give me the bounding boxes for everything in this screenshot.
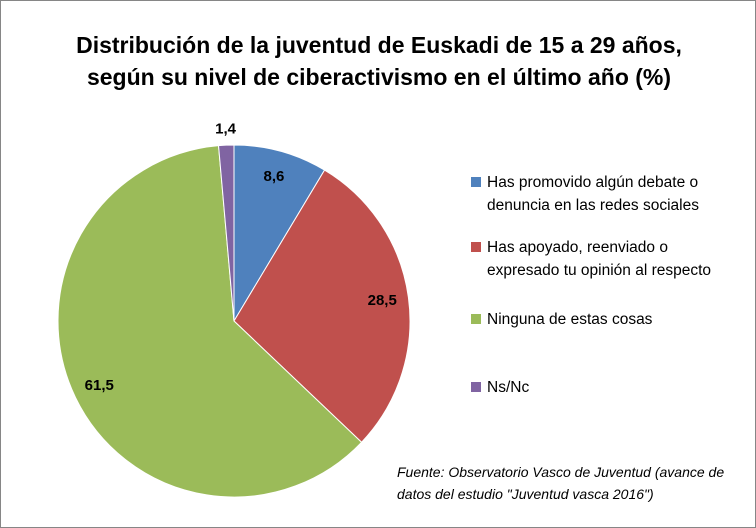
- data-label: 61,5: [85, 377, 114, 394]
- data-label: 1,4: [215, 120, 237, 137]
- data-label: 28,5: [368, 292, 397, 309]
- legend-swatch: [471, 314, 481, 324]
- legend-label: Has apoyado, reenviado o expresado tu op…: [487, 239, 712, 279]
- data-label: 8,6: [263, 168, 284, 185]
- legend-label: Ninguna de estas cosas: [487, 311, 653, 328]
- chart-title: Distribución de la juventud de Euskadi d…: [76, 32, 682, 90]
- legend-item: Ninguna de estas cosas: [471, 308, 741, 331]
- source-note: Fuente: Observatorio Vasco de Juventud (…: [397, 464, 725, 502]
- pie-slice: [233, 144, 326, 323]
- legend-swatch: [471, 382, 481, 392]
- legend-swatch: [471, 177, 481, 187]
- legend-label: Ns/Nc: [487, 379, 530, 396]
- legend-item: Has apoyado, reenviado o expresado tu op…: [471, 236, 741, 282]
- legend-swatch: [471, 242, 481, 252]
- pie-slice: [217, 144, 235, 322]
- legend-item: Ns/Nc: [471, 376, 741, 399]
- legend-label: Has promovido algún debate o denuncia en…: [487, 174, 699, 214]
- pie-slice: [57, 145, 363, 498]
- pie-slice: [233, 169, 411, 443]
- legend-item: Has promovido algún debate o denuncia en…: [471, 171, 741, 217]
